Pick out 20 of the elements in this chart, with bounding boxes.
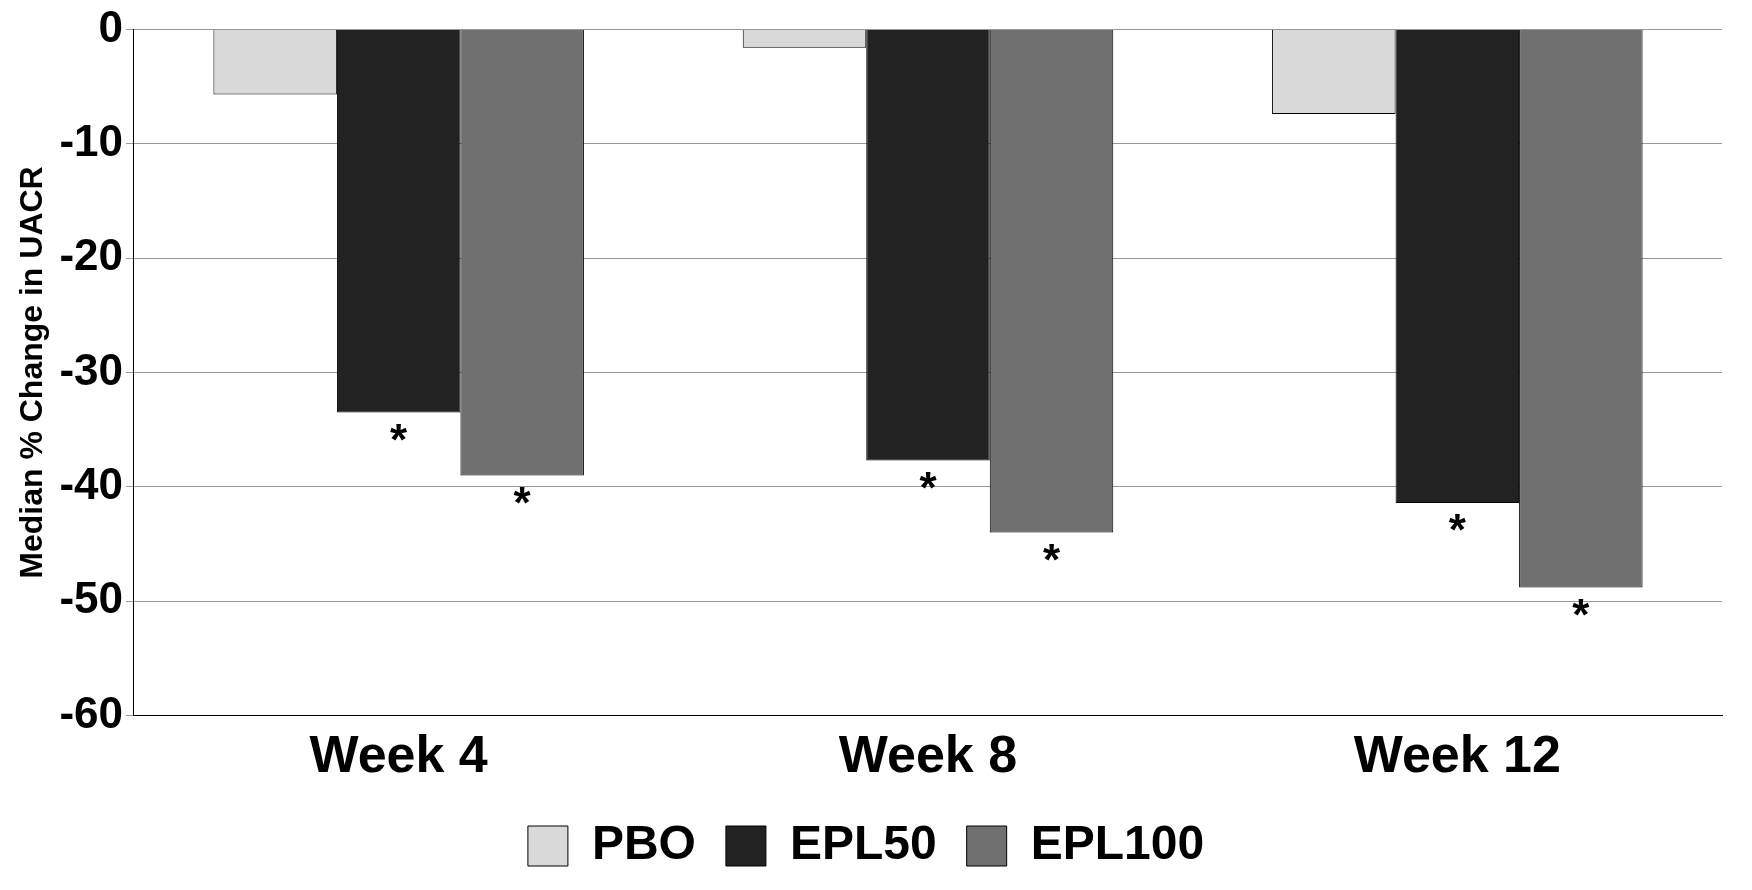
annotation: * (1042, 534, 1061, 584)
annotation: * (919, 462, 938, 512)
x-tick-label: Week 12 (1353, 725, 1561, 784)
y-tick-label: -10 (59, 115, 123, 165)
x-tick-label: Week 8 (838, 725, 1018, 784)
x-tick-label: Week 4 (309, 725, 488, 784)
y-tick-label: -20 (59, 230, 123, 280)
annotation: * (1448, 505, 1467, 555)
y-tick-label: -60 (59, 687, 123, 737)
y-axis-title: Median % Change in UACR (13, 166, 50, 579)
y-tick-label: -50 (59, 573, 123, 623)
legend-label: PBO (591, 816, 696, 870)
annotation: * (390, 414, 409, 464)
y-tick-label: -30 (59, 344, 123, 394)
annotation: * (513, 477, 532, 527)
legend-label: EPL50 (789, 816, 937, 870)
y-tick-label: 0 (98, 1, 123, 51)
legend-label: EPL100 (1030, 816, 1205, 870)
annotation: * (1572, 589, 1591, 639)
y-tick-label: -40 (59, 459, 123, 509)
